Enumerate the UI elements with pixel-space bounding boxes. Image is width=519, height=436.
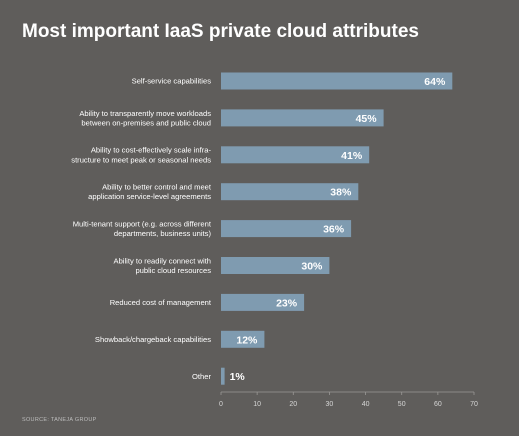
category-label-line: Multi-tenant support (e.g. across differ… (73, 220, 212, 229)
category-label-line: Ability to cost-effectively scale infra- (91, 146, 212, 155)
category-label-7: Reduced cost of management (110, 298, 212, 307)
source-note: SOURCE: TANEJA GROUP (22, 417, 97, 423)
category-label-line: Ability to better control and meet (102, 183, 212, 192)
bar-9 (221, 367, 225, 385)
value-label-6: 30% (301, 261, 323, 273)
category-label-line: Reduced cost of management (110, 298, 212, 307)
category-label-2: Ability to transparently move workloads b… (79, 109, 211, 128)
bar-7 (221, 293, 305, 311)
x-axis: 0 10 20 30 40 50 60 70 (219, 391, 478, 408)
value-label-5: 36% (323, 224, 345, 236)
chart-title: Most important IaaS private cloud attrib… (22, 21, 419, 42)
value-label-4: 38% (330, 187, 352, 199)
category-label-line: departments, business units) (114, 229, 212, 238)
category-label-line: Showback/chargeback capabilities (95, 335, 211, 344)
x-tick-label: 0 (219, 401, 223, 408)
x-tick-label: 50 (398, 401, 406, 408)
category-label-1: Self-service capabilities (132, 77, 212, 86)
bar-4 (221, 183, 359, 201)
category-label-9: Other (192, 372, 211, 381)
bar-2 (221, 109, 384, 127)
category-label-6: Ability to readily connect with public cl… (114, 256, 212, 275)
category-label-8: Showback/chargeback capabilities (95, 335, 211, 344)
bar-6 (221, 257, 330, 274)
value-label-9: 1% (230, 371, 246, 383)
value-label-3: 41% (341, 150, 363, 162)
bar-3 (221, 146, 370, 164)
bar-1 (221, 72, 453, 90)
category-label-line: Self-service capabilities (132, 77, 212, 86)
category-label-3: Ability to cost-effectively scale infra-… (71, 146, 211, 165)
bars-group: 64% Self-service capabilities 45% Ability t… (71, 72, 453, 385)
x-tick-label: 10 (253, 401, 261, 408)
x-tick-label: 30 (326, 401, 334, 408)
category-label-line: between on-premises and public cloud (81, 118, 211, 127)
x-tick-label: 40 (362, 401, 370, 408)
category-label-line: structure to meet peak or seasonal needs (71, 155, 211, 164)
category-label-line: Ability to transparently move workloads (79, 109, 211, 118)
category-label-4: Ability to better control and meet applic… (88, 183, 212, 202)
category-label-5: Multi-tenant support (e.g. across differ… (73, 220, 212, 239)
value-label-8: 12% (236, 334, 258, 346)
x-tick-label: 60 (434, 401, 442, 408)
bar-5 (221, 220, 352, 238)
value-label-7: 23% (276, 297, 298, 309)
category-label-line: application service-level agreements (88, 192, 211, 201)
category-label-line: public cloud resources (135, 266, 211, 275)
category-label-line: Other (192, 372, 211, 381)
x-tick-label: 70 (470, 401, 478, 408)
value-label-1: 64% (424, 76, 446, 88)
category-label-line: Ability to readily connect with (114, 256, 212, 265)
bar-8 (221, 330, 265, 348)
x-tick-label: 20 (289, 401, 297, 408)
value-label-2: 45% (356, 113, 378, 125)
